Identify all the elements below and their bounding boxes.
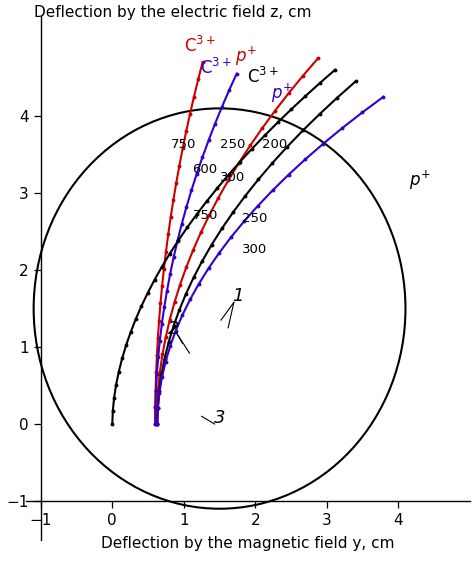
Text: $p^{+}$: $p^{+}$ — [271, 81, 293, 105]
Text: C$^{3+}$: C$^{3+}$ — [200, 57, 231, 78]
Text: 2: 2 — [168, 320, 180, 338]
Text: C$^{3+}$: C$^{3+}$ — [247, 67, 279, 87]
Text: 600: 600 — [192, 163, 218, 176]
Text: 250: 250 — [219, 138, 245, 151]
Text: Deflection by the electric field z, cm: Deflection by the electric field z, cm — [34, 5, 311, 20]
Text: 300: 300 — [219, 171, 245, 184]
Text: $p^{+}$: $p^{+}$ — [235, 45, 257, 69]
Text: $p^{+}$: $p^{+}$ — [409, 168, 431, 192]
Text: 300: 300 — [242, 243, 268, 256]
Text: C$^{3+}$: C$^{3+}$ — [184, 36, 216, 56]
X-axis label: Deflection by the magnetic field y, cm: Deflection by the magnetic field y, cm — [101, 536, 395, 551]
Text: 250: 250 — [242, 212, 268, 225]
Text: 1: 1 — [232, 287, 244, 305]
Text: 750: 750 — [171, 138, 196, 151]
Text: 750: 750 — [192, 209, 218, 223]
Text: 3: 3 — [214, 409, 225, 427]
Text: 200: 200 — [263, 138, 288, 151]
